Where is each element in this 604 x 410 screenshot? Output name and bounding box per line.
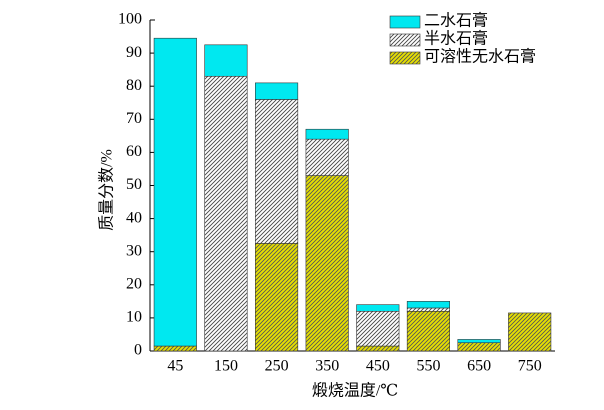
bar-segment [305,175,349,352]
bar-segment [406,301,450,309]
y-tick-label: 100 [118,11,142,28]
legend-label: 二水石膏 [424,11,488,30]
bar-segment [204,44,248,77]
y-tick-label: 50 [126,176,142,193]
bar-segment [356,304,400,312]
legend-label: 半水石膏 [424,29,488,48]
y-tick-label: 70 [126,110,142,127]
y-tick-label: 10 [126,309,142,326]
y-axis-label: 质量分数/% [98,149,116,231]
bar-segment [204,75,248,352]
bar-segment [305,128,349,140]
legend-swatch [389,15,421,29]
x-axis-label: 煅烧温度/℃ [312,382,398,400]
bar-segment [356,310,400,347]
bar-segment [508,312,552,352]
bar-segment [406,307,450,312]
x-tick-label: 250 [265,358,289,375]
x-tick-label: 550 [416,358,440,375]
bar-segment [457,339,501,344]
bar-segment [356,345,400,352]
x-tick-label: 350 [315,358,339,375]
y-tick-label: 0 [134,342,142,359]
x-tick-label: 450 [366,358,390,375]
x-tick-label: 650 [467,358,491,375]
legend-swatch [389,51,421,65]
y-tick-label: 90 [126,44,142,61]
x-tick-label: 750 [518,358,542,375]
legend-label: 可溶性无水石膏 [424,47,536,66]
y-tick-label: 20 [126,275,142,292]
bar-segment [305,138,349,176]
bar-segment [255,82,299,100]
bar-segment [406,310,450,352]
y-tick-label: 60 [126,143,142,160]
bar-segment [153,37,197,347]
x-tick-label: 45 [167,358,183,375]
legend-swatch [389,33,421,47]
y-tick-label: 30 [126,242,142,259]
x-tick-label: 150 [214,358,238,375]
bar-segment [255,243,299,352]
bar-segment [457,342,501,352]
bar-segment [153,345,197,352]
y-tick-label: 40 [126,209,142,226]
y-tick-label: 80 [126,77,142,94]
bar-segment [255,99,299,244]
